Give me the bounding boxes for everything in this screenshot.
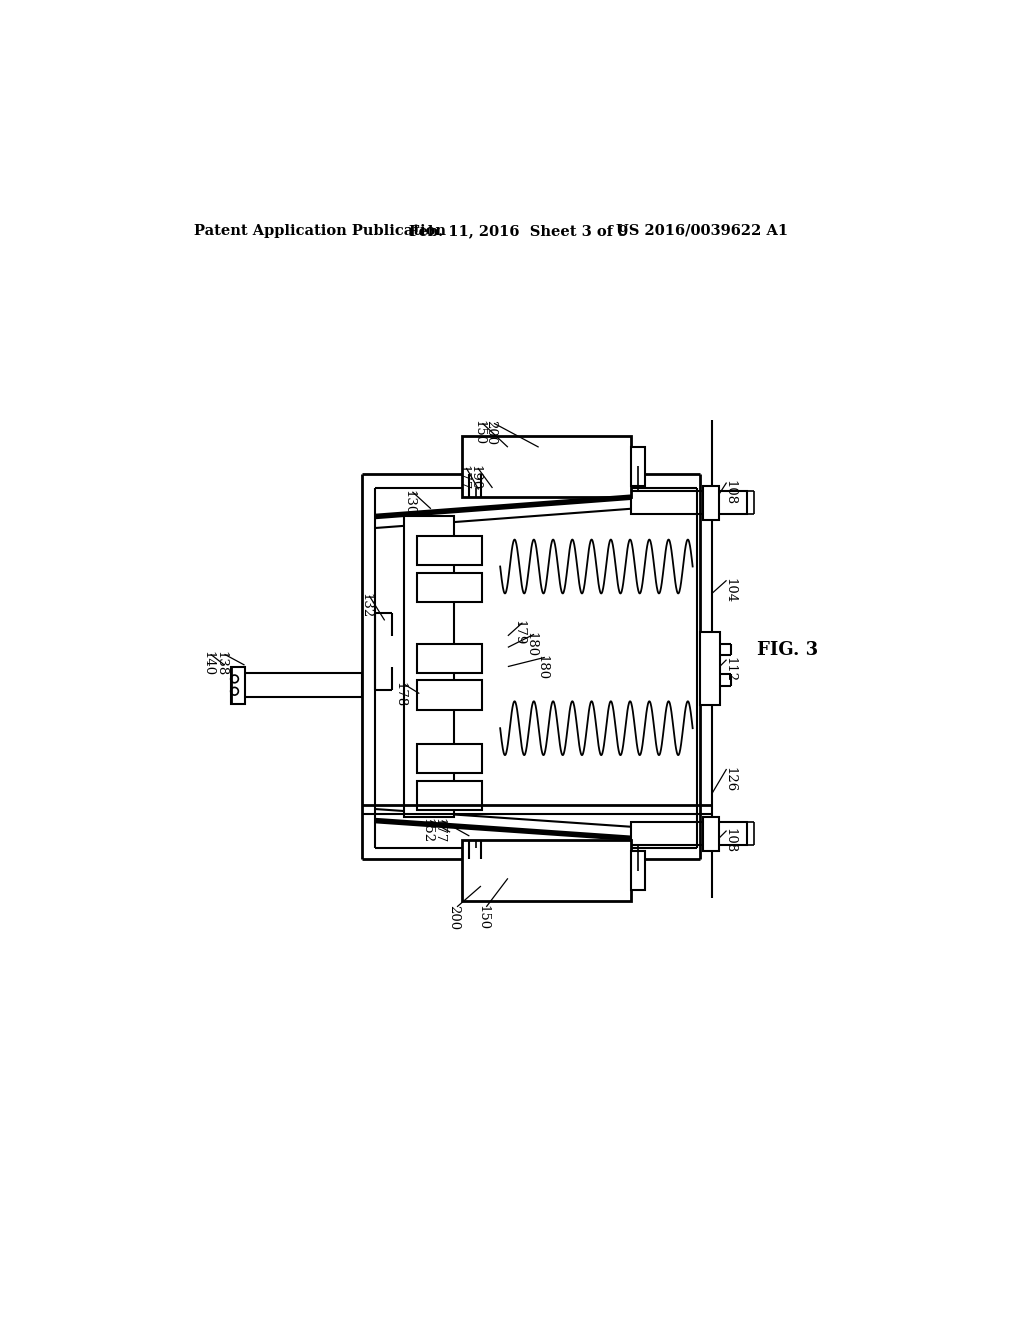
Bar — [703, 486, 719, 520]
Text: 140: 140 — [201, 651, 214, 676]
Bar — [631, 851, 645, 890]
Text: Feb. 11, 2016  Sheet 3 of 9: Feb. 11, 2016 Sheet 3 of 9 — [410, 224, 629, 238]
Bar — [462, 436, 631, 498]
Text: 180: 180 — [536, 655, 548, 680]
Text: 190: 190 — [468, 465, 481, 490]
Text: 177: 177 — [432, 817, 445, 843]
Text: 178: 178 — [393, 682, 407, 708]
Text: 108: 108 — [723, 829, 736, 854]
Bar — [417, 536, 482, 565]
Bar — [417, 743, 482, 774]
Bar — [230, 667, 245, 704]
Text: Patent Application Publication: Patent Application Publication — [195, 224, 446, 238]
Text: 152: 152 — [421, 817, 433, 842]
Bar — [417, 780, 482, 810]
Bar — [700, 632, 720, 705]
Text: 112: 112 — [723, 657, 736, 682]
Bar — [631, 822, 746, 845]
Bar — [417, 573, 482, 602]
Bar — [417, 681, 482, 710]
Text: 200: 200 — [484, 420, 498, 445]
Text: 132: 132 — [359, 594, 373, 619]
Text: 104: 104 — [723, 578, 736, 603]
Text: 177: 177 — [457, 465, 470, 490]
Text: 130: 130 — [402, 490, 416, 515]
Text: 200: 200 — [447, 906, 461, 931]
Bar — [417, 644, 482, 673]
Text: 179: 179 — [513, 620, 526, 645]
Text: 150: 150 — [473, 420, 485, 445]
Text: 108: 108 — [723, 480, 736, 506]
Text: 150: 150 — [477, 906, 489, 931]
Text: US 2016/0039622 A1: US 2016/0039622 A1 — [615, 224, 787, 238]
Text: 180: 180 — [524, 632, 538, 657]
Text: 126: 126 — [723, 767, 736, 792]
Bar — [631, 447, 645, 486]
Bar — [243, 673, 361, 697]
Text: FIG. 3: FIG. 3 — [757, 640, 818, 659]
Bar — [703, 817, 719, 851]
Bar — [403, 516, 454, 817]
Text: 138: 138 — [215, 651, 228, 676]
Bar — [462, 840, 631, 902]
Bar — [631, 491, 746, 515]
